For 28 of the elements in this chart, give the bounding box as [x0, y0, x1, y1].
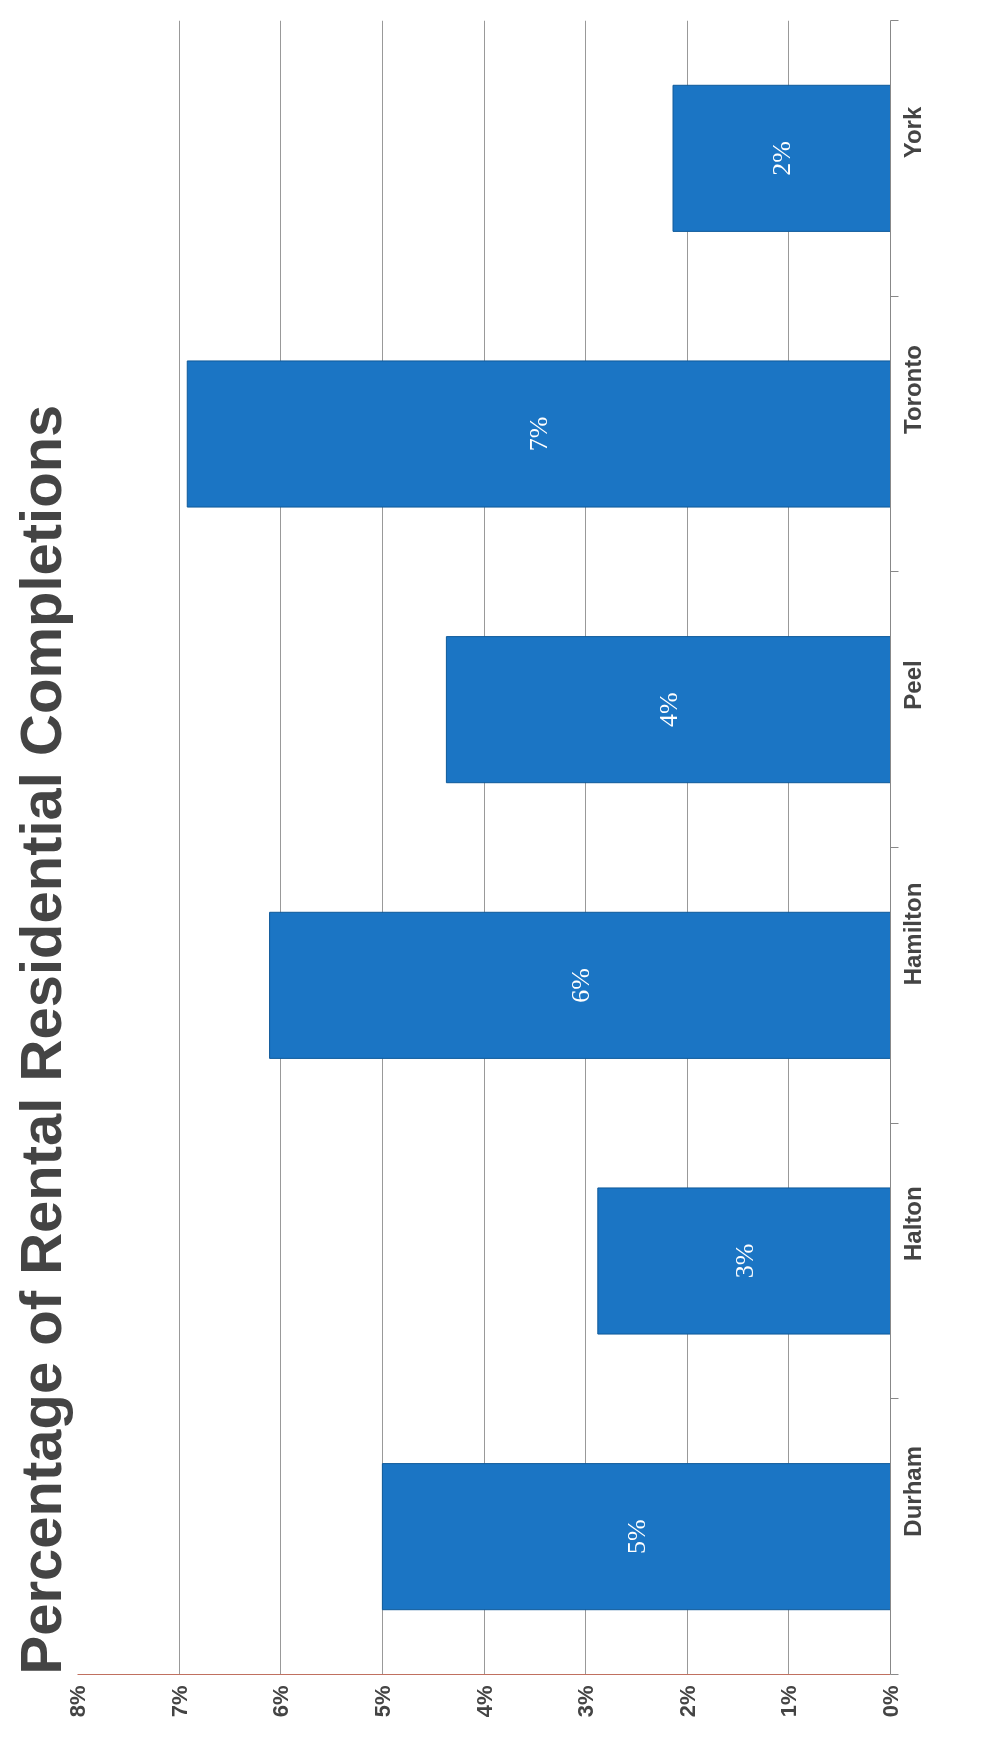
y-tick-label: Hamilton [899, 882, 926, 986]
data-label: 3% [729, 1243, 759, 1279]
x-tick-label: 0% [878, 1685, 903, 1718]
data-label: 4% [653, 692, 683, 727]
data-label: 2% [767, 140, 797, 176]
y-tick-label: York [899, 106, 926, 159]
data-label: 5% [621, 1519, 651, 1554]
x-tick-label: 1% [776, 1685, 802, 1718]
x-tick-label: 5% [369, 1685, 395, 1718]
data-label: 7% [524, 416, 554, 452]
bar [672, 84, 891, 232]
y-tick-label: Durham [899, 1445, 926, 1537]
bar [445, 636, 891, 784]
bar [269, 911, 891, 1059]
x-tick-label: 6% [268, 1685, 294, 1718]
x-tick-label: 3% [573, 1685, 599, 1718]
text: Percentage of Rental Residential Completions [7, 404, 73, 1675]
bar [597, 1187, 891, 1335]
y-tick-label: Halton [899, 1186, 926, 1261]
y-tick-label: Toronto [899, 345, 926, 434]
x-tick-label: 2% [674, 1685, 700, 1718]
bar [186, 360, 891, 508]
bar [381, 1463, 891, 1611]
x-tick-label: 7% [166, 1685, 192, 1718]
x-tick-label: 4% [471, 1685, 497, 1718]
y-tick-label: Peel [899, 660, 926, 710]
x-tick-label: 8% [65, 1685, 90, 1718]
data-label: 6% [565, 967, 595, 1003]
